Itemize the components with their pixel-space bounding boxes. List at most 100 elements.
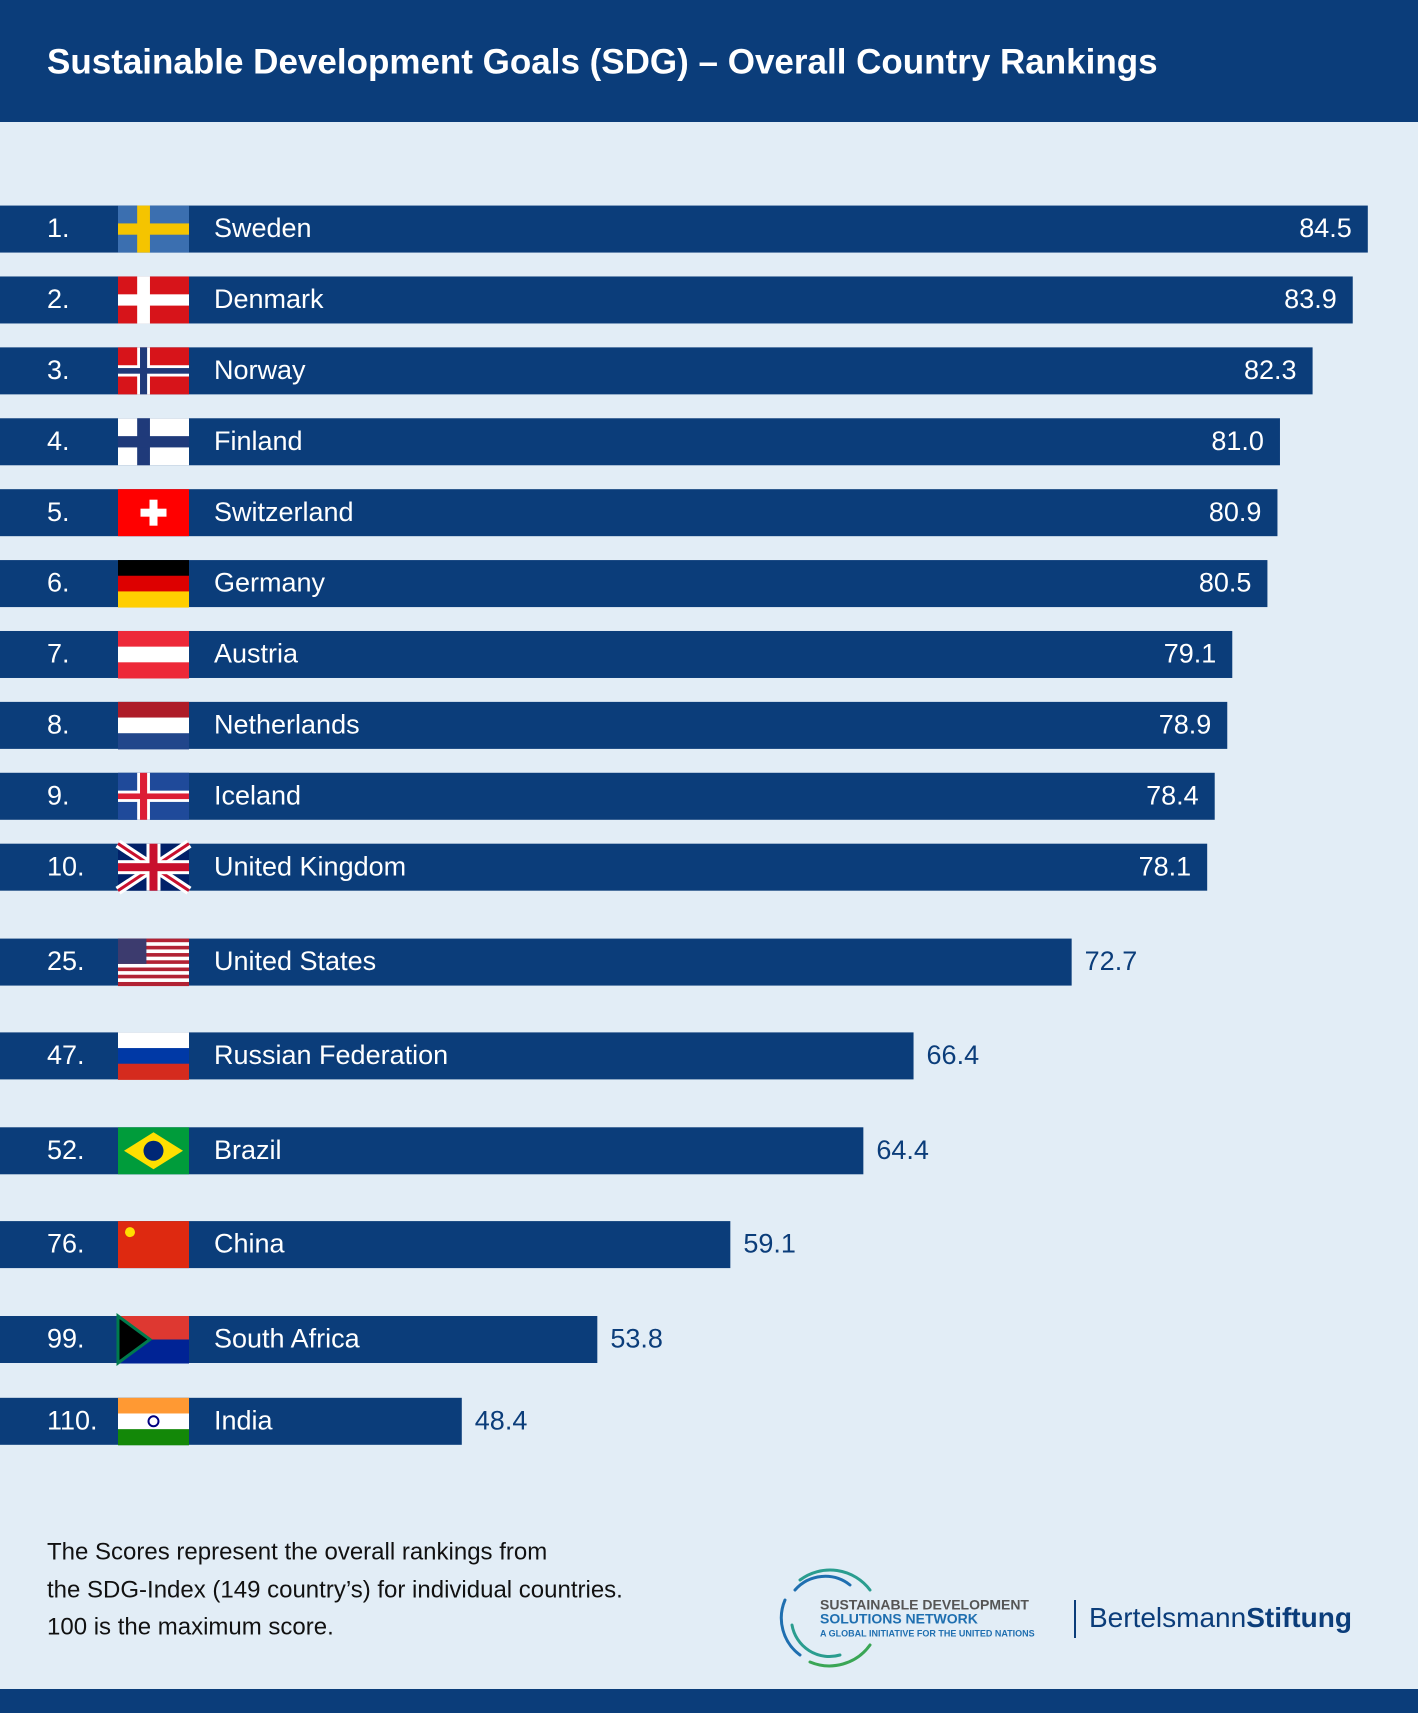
flag-part: [118, 1413, 189, 1430]
bar: [0, 1397, 462, 1445]
rank-label: 4.: [47, 426, 70, 456]
bar: [0, 701, 1228, 749]
note: the SDG-Index (149 country’s) for indivi…: [47, 1576, 623, 1603]
bar: [0, 205, 1368, 253]
flag-part: [118, 956, 189, 961]
flag-part: [118, 963, 189, 969]
value-label: 81.0: [1211, 426, 1264, 456]
rank-label: 3.: [47, 355, 70, 385]
bertelsmann-logo: BertelsmannStiftung: [1089, 1602, 1352, 1633]
flag-part: [125, 1227, 135, 1238]
flag-part: [118, 368, 189, 374]
value-label: 78.9: [1159, 710, 1212, 740]
bar: [0, 630, 1233, 678]
rank-label: 1.: [47, 213, 70, 243]
rank-label: 8.: [47, 710, 70, 740]
flag-part: [118, 646, 189, 663]
rank-label: 25.: [47, 946, 85, 976]
rank-label: 52.: [47, 1135, 85, 1165]
category-label: Norway: [214, 355, 306, 385]
chart-title: Sustainable Development Goals (SDG) – Ov…: [47, 42, 1158, 81]
value-label: 78.4: [1146, 780, 1199, 810]
rank-label: 10.: [47, 851, 85, 881]
rank-label: 6.: [47, 568, 70, 598]
bar: [0, 1316, 598, 1364]
flag-part: [118, 701, 189, 719]
rank-label: 99.: [47, 1324, 85, 1354]
value-label: 82.3: [1244, 355, 1297, 385]
value-label: 66.4: [927, 1040, 980, 1070]
flag-part: [147, 1415, 160, 1428]
rank-label: 110.: [47, 1405, 98, 1435]
header: [0, 0, 1418, 122]
flag-part: [118, 717, 189, 734]
category-label: Switzerland: [214, 497, 354, 527]
category-label: Finland: [214, 426, 303, 456]
value-label: 79.1: [1164, 639, 1217, 669]
logo-part: Stiftung: [1246, 1602, 1352, 1633]
sdsn-text: SOLUTIONS NETWORK: [820, 1611, 978, 1627]
value-label: 78.1: [1139, 851, 1192, 881]
value-label: 80.5: [1199, 568, 1252, 598]
flag-part: [118, 1063, 189, 1080]
bar: [0, 418, 1280, 466]
flag-part: [118, 1429, 189, 1446]
flag-part: [118, 793, 189, 800]
flag-part: [118, 863, 189, 872]
rank-label: 2.: [47, 284, 70, 314]
flag-part: [118, 938, 189, 943]
rank-label: 7.: [47, 639, 70, 669]
category-label: Brazil: [214, 1135, 282, 1165]
sdsn-text: SUSTAINABLE DEVELOPMENT: [820, 1597, 1029, 1613]
flag-part: [118, 978, 189, 983]
rank-label: 76.: [47, 1229, 85, 1259]
category-label: South Africa: [214, 1324, 361, 1354]
rank-label: 9.: [47, 780, 70, 810]
bar: [0, 276, 1353, 324]
category-label: Denmark: [214, 284, 324, 314]
flag-part: [143, 1140, 164, 1161]
category-label: Sweden: [214, 213, 312, 243]
footer-strip: [0, 1689, 1418, 1713]
flag-part: [118, 630, 189, 648]
flag-part: [118, 953, 189, 958]
flag-part: [118, 971, 189, 976]
bar: [0, 347, 1313, 395]
flag-part: [116, 1313, 153, 1366]
flag-part: [118, 575, 189, 592]
category-label: United Kingdom: [214, 851, 406, 881]
category-label: Iceland: [214, 780, 301, 810]
flag-part: [118, 967, 189, 972]
category-label: Netherlands: [214, 710, 360, 740]
flag-part: [118, 974, 189, 979]
value-label: 53.8: [610, 1324, 663, 1354]
category-label: United States: [214, 946, 376, 976]
flag-part: [118, 560, 189, 577]
value-label: 80.9: [1209, 497, 1262, 527]
flag-part: [118, 1048, 189, 1065]
bar: [0, 560, 1268, 608]
flag-part: [118, 1397, 189, 1414]
bar: [0, 1221, 731, 1269]
flag-part: [118, 662, 189, 679]
note: 100 is the maximum score.: [47, 1613, 334, 1640]
category-label: Germany: [214, 568, 326, 598]
flag-part: [118, 591, 189, 608]
category-label: China: [214, 1229, 286, 1259]
note: The Scores represent the overall ranking…: [47, 1538, 547, 1565]
flag-part: [140, 508, 167, 517]
flag-part: [118, 981, 189, 987]
bar: [0, 772, 1215, 820]
flag-part: [118, 294, 189, 306]
value-label: 72.7: [1085, 946, 1138, 976]
bar: [0, 843, 1208, 891]
category-label: Russian Federation: [214, 1040, 448, 1070]
flag-part: [118, 436, 189, 448]
sdsn-logo-ring: [779, 1568, 872, 1668]
logo-part: Bertelsmann: [1089, 1602, 1246, 1633]
value-label: 59.1: [743, 1229, 796, 1259]
value-label: 83.9: [1284, 284, 1337, 314]
sdsn-text: A GLOBAL INITIATIVE FOR THE UNITED NATIO…: [820, 1628, 1035, 1638]
flag-part: [118, 223, 189, 235]
